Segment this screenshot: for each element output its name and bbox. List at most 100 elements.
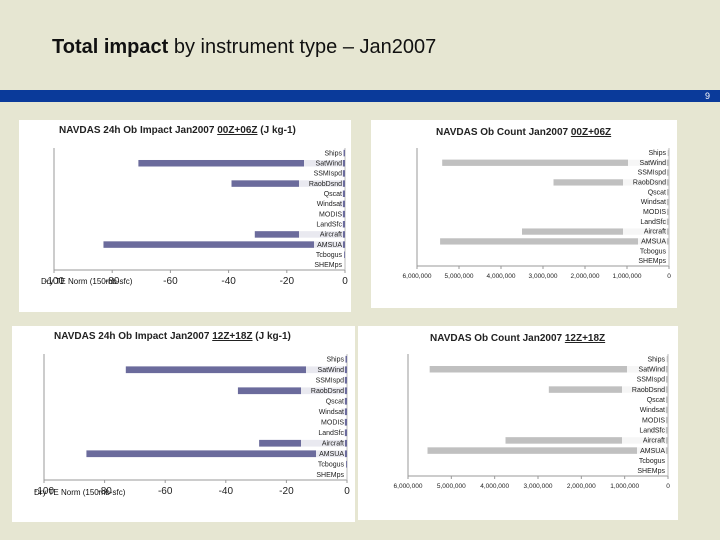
category-label: SHEMps	[316, 472, 344, 479]
category-label-bg	[637, 446, 666, 455]
bar-modis	[343, 418, 347, 426]
category-label-bg	[301, 439, 345, 448]
bar-ships	[343, 149, 345, 157]
category-label: LandSfc	[640, 219, 666, 226]
bar-ships	[667, 149, 669, 157]
category-label-bg	[637, 355, 666, 364]
category-label-bg	[637, 416, 666, 425]
category-label: Ships	[647, 356, 665, 363]
chart-count-00z-svg: NAVDAS Ob Count Jan2007 00Z+06Z Ships SatW…	[403, 127, 672, 280]
category-label: Qscat	[324, 191, 342, 198]
chart-count-12z: NAVDAS Ob Count Jan2007 12Z+18Z Ships SatW…	[358, 326, 678, 520]
category-label-bg	[623, 227, 667, 236]
bar-satwind	[138, 159, 345, 167]
bar-amsua	[103, 241, 345, 248]
category-label: Ships	[324, 150, 342, 157]
category-label-bg	[306, 376, 345, 385]
chart-title: NAVDAS Ob Count Jan2007 00Z+06Z	[436, 127, 611, 138]
x-tick-label: 3,000,000	[524, 483, 553, 490]
bar-ships	[345, 355, 347, 363]
category-label-bg	[622, 385, 666, 394]
bar-satwind	[125, 366, 347, 374]
chart-impact-12z: NAVDAS 24h Ob Impact Jan2007 12Z+18Z (J …	[12, 326, 355, 522]
chart-title-units: (J kg-1)	[253, 331, 291, 342]
bar-qscat	[343, 397, 347, 405]
category-label: AMSUA	[319, 451, 344, 458]
chart-title: NAVDAS 24h Ob Impact Jan2007 12Z+18Z (J …	[54, 331, 291, 342]
bar-landsfc	[342, 220, 345, 228]
category-label: SSMIspd	[637, 377, 666, 384]
category-label-bg	[314, 210, 343, 219]
bar-satwind	[442, 159, 669, 166]
category-label-bg	[628, 247, 667, 256]
category-label: LandSfc	[639, 427, 665, 434]
bar-aircraft	[522, 228, 669, 235]
category-label-bg	[638, 237, 667, 246]
category-label-bg	[306, 428, 345, 437]
x-tick-label: 0	[667, 273, 671, 280]
bar-qscat	[342, 190, 345, 198]
category-label: SHEMps	[314, 262, 342, 269]
x-tick-label: -40	[219, 486, 234, 497]
category-label: SHEMps	[637, 468, 665, 475]
category-label: SHEMps	[638, 258, 666, 265]
bar-amsua	[440, 238, 669, 245]
category-label-bg	[316, 418, 345, 427]
category-label-bg	[306, 407, 345, 416]
category-label: MODIS	[643, 209, 666, 216]
title-rule	[0, 90, 720, 102]
category-label: Windsat	[641, 199, 666, 206]
category-label: SatWind	[639, 366, 666, 373]
category-label: Aircraft	[320, 232, 342, 239]
x-tick-label: 2,000,000	[571, 273, 600, 280]
category-label-bg	[627, 456, 666, 465]
chart-title-units: (J kg-1)	[258, 125, 296, 136]
x-tick-label: -100	[44, 276, 64, 287]
category-label: SatWind	[318, 367, 345, 374]
chart-count-00z: NAVDAS Ob Count Jan2007 00Z+06Z Ships SatW…	[371, 120, 677, 308]
category-label: SatWind	[640, 160, 667, 167]
category-label-bg	[623, 178, 667, 187]
chart-annotation: Dry TE Norm (150mb-sfc)	[34, 488, 126, 497]
bar-modis	[342, 210, 345, 218]
x-tick-label: 5,000,000	[437, 483, 466, 490]
chart-title-main: NAVDAS Ob Count Jan2007	[430, 333, 565, 344]
x-tick-label: -80	[105, 276, 120, 287]
category-label: SSMIspd	[316, 378, 345, 385]
category-label: Windsat	[640, 407, 665, 414]
x-tick-label: -100	[34, 486, 54, 497]
category-label: SSMIspd	[314, 171, 343, 178]
bar-aircraft	[505, 437, 668, 444]
x-tick-label: 6,000,000	[403, 273, 432, 280]
category-label: AMSUA	[641, 239, 666, 246]
bar-ssmispd	[666, 169, 669, 176]
category-label-bg	[622, 436, 666, 445]
category-label: RaobDsnd	[309, 181, 342, 188]
category-label: Tcbogus	[640, 248, 667, 255]
bar-raobdsnd	[553, 179, 669, 186]
category-label-bg	[627, 405, 666, 414]
slide-title: Total impact by instrument type – Jan200…	[52, 36, 436, 59]
category-label-bg	[628, 168, 667, 177]
bar-amsua	[427, 447, 668, 454]
bar-modis	[665, 416, 668, 424]
category-label-bg	[299, 179, 343, 188]
x-tick-label: 5,000,000	[445, 273, 474, 280]
category-label: Tcbogus	[639, 458, 666, 465]
x-tick-label: 2,000,000	[567, 483, 596, 490]
category-label-bg	[638, 188, 667, 197]
slide-title-bold: Total impact	[52, 36, 169, 58]
chart-title-main: NAVDAS 24h Ob Impact Jan2007	[54, 331, 212, 342]
category-label-bg	[316, 449, 345, 458]
x-tick-label: -60	[163, 276, 178, 287]
category-label-bg	[304, 250, 343, 259]
category-label-bg	[632, 466, 666, 475]
chart-annotation: Dry TE Norm (150mb-sfc)	[41, 277, 133, 286]
bar-raobdsnd	[237, 387, 347, 395]
category-label-bg	[316, 355, 345, 364]
bar-modis	[666, 208, 669, 216]
chart-title-main: NAVDAS 24h Ob Impact Jan2007	[59, 125, 217, 136]
category-label: Windsat	[319, 409, 344, 416]
bar-qscat	[665, 396, 668, 404]
bar-ships	[666, 355, 668, 363]
